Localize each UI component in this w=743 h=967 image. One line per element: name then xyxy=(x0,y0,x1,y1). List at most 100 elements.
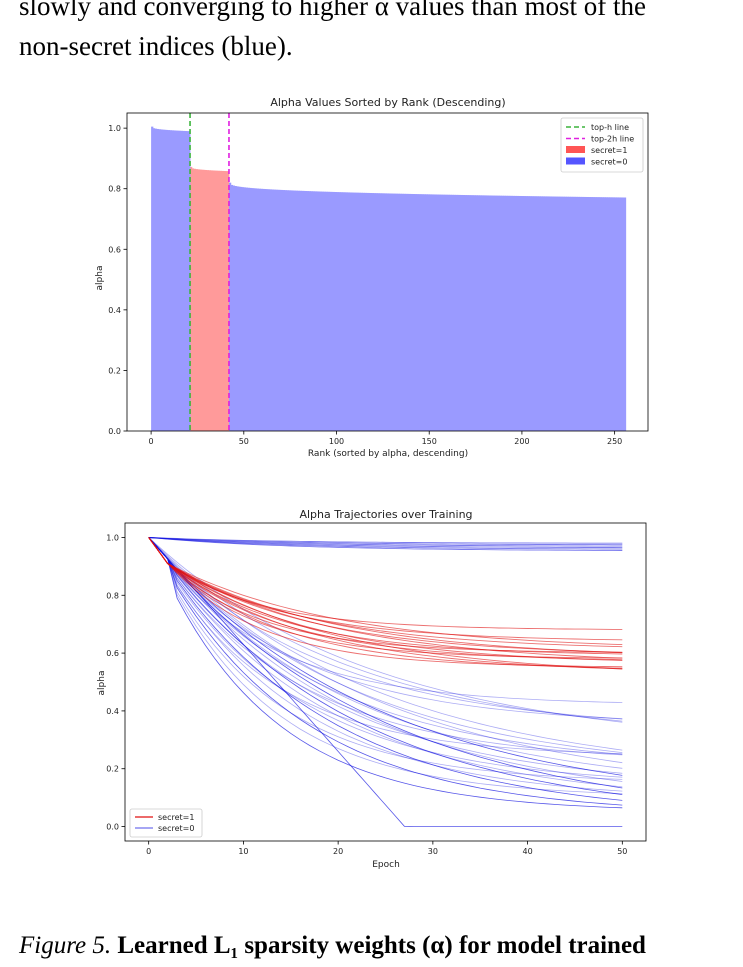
bar xyxy=(518,195,521,431)
bar xyxy=(206,170,209,431)
bar xyxy=(314,191,317,431)
x-tick-label: 100 xyxy=(329,437,344,446)
bar xyxy=(551,196,554,431)
bar xyxy=(597,197,601,431)
bar xyxy=(449,194,452,431)
series-line xyxy=(148,537,623,654)
bar xyxy=(462,195,465,431)
bar xyxy=(336,192,339,431)
bar xyxy=(325,191,328,431)
x-tick-label: 20 xyxy=(333,847,343,856)
series-line xyxy=(148,537,623,641)
bar xyxy=(273,189,276,431)
bar xyxy=(609,197,612,431)
bar xyxy=(436,194,439,431)
bar xyxy=(618,197,621,431)
bar xyxy=(610,197,614,431)
bar xyxy=(293,190,297,431)
bar xyxy=(366,192,369,431)
bar xyxy=(401,193,404,431)
x-tick-label: 50 xyxy=(617,847,627,856)
series-line xyxy=(148,537,623,648)
series-line xyxy=(148,537,623,720)
bar xyxy=(355,192,358,431)
bar xyxy=(282,190,285,431)
bar xyxy=(277,189,280,431)
bar xyxy=(280,189,284,431)
bar xyxy=(329,191,332,431)
bar xyxy=(356,192,360,431)
bar xyxy=(418,194,421,431)
bar xyxy=(317,191,321,431)
bar xyxy=(512,195,515,431)
bar xyxy=(171,130,174,431)
bar xyxy=(215,170,219,431)
bar xyxy=(160,129,163,431)
bar xyxy=(254,188,258,431)
series-line xyxy=(148,537,623,774)
bar xyxy=(473,195,476,431)
bar xyxy=(592,197,595,431)
y-tick-label: 0.8 xyxy=(106,591,119,600)
bar xyxy=(178,130,182,431)
bar xyxy=(460,194,463,431)
bar xyxy=(622,197,625,431)
bar xyxy=(165,129,169,431)
bar xyxy=(284,190,287,431)
series-line xyxy=(148,537,623,827)
bar xyxy=(481,195,484,431)
bar xyxy=(345,192,349,431)
bar xyxy=(214,170,217,431)
bar xyxy=(327,191,330,431)
bar xyxy=(492,195,495,431)
bar xyxy=(288,190,291,431)
x-tick-label: 30 xyxy=(428,847,438,856)
bar xyxy=(312,191,315,431)
bar xyxy=(410,193,413,431)
bar xyxy=(393,193,397,431)
bar xyxy=(479,195,482,431)
bar xyxy=(392,193,395,431)
chart1-title: Alpha Values Sorted by Rank (Descending) xyxy=(270,96,505,109)
bar xyxy=(544,196,547,431)
bar xyxy=(304,190,308,431)
legend-label: secret=1 xyxy=(591,146,627,155)
bar xyxy=(538,196,541,431)
bar xyxy=(230,184,234,431)
bar xyxy=(243,187,247,431)
bar xyxy=(266,189,269,431)
bar xyxy=(308,191,311,431)
bar xyxy=(568,196,571,431)
bar xyxy=(584,196,588,431)
bar xyxy=(440,194,443,431)
bar xyxy=(379,193,382,431)
bar xyxy=(533,196,536,431)
bar xyxy=(180,130,184,431)
bar xyxy=(605,197,608,431)
bar xyxy=(553,196,556,431)
bar xyxy=(536,196,540,431)
alpha-trajectory-chart: 0 10 20 30 40 50 0.0 0.2 0.4 0.6 0.8 1.0 secret=1 sec… xyxy=(97,508,647,870)
bar xyxy=(406,193,410,431)
bar xyxy=(482,195,486,431)
bar xyxy=(390,193,393,431)
bar xyxy=(388,193,391,431)
bar xyxy=(358,192,362,431)
bar xyxy=(486,195,489,431)
series-line xyxy=(148,537,623,722)
y-tick-label: 0.0 xyxy=(106,823,119,832)
bar xyxy=(507,195,510,431)
bar xyxy=(429,194,432,431)
bar xyxy=(240,186,243,431)
bar xyxy=(560,196,564,431)
bar xyxy=(497,195,501,431)
bar xyxy=(193,168,197,431)
bar xyxy=(384,193,387,431)
bar xyxy=(260,188,263,431)
bar xyxy=(173,130,176,431)
legend-label: secret=0 xyxy=(158,824,194,833)
legend-label: top-2h line xyxy=(591,135,634,144)
series-line xyxy=(148,537,623,764)
x-tick-label: 0 xyxy=(149,437,154,446)
bar xyxy=(564,196,567,431)
